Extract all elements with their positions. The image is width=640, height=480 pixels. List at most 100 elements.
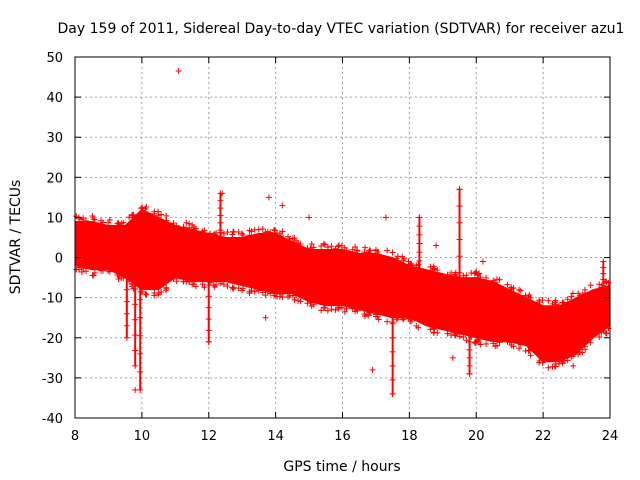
- data-point: [207, 230, 214, 237]
- data-point: [224, 229, 231, 236]
- data-point: [444, 330, 451, 337]
- data-point: [413, 262, 420, 269]
- data-point: [525, 347, 532, 354]
- data-point: [352, 243, 359, 250]
- outlier-point: [389, 390, 396, 397]
- data-point: [527, 352, 534, 359]
- spike-point: [205, 293, 212, 300]
- data-point: [285, 233, 292, 240]
- spike-point: [205, 270, 212, 277]
- data-point: [526, 347, 533, 354]
- spike-point: [456, 269, 463, 276]
- data-point: [587, 339, 594, 346]
- y-tick-label: 30: [46, 131, 63, 146]
- data-point: [251, 288, 258, 295]
- spike-point: [137, 368, 144, 375]
- spike-point: [456, 286, 463, 293]
- data-point: [552, 297, 559, 304]
- data-point: [289, 235, 296, 242]
- spike-point: [416, 231, 423, 238]
- data-point: [99, 267, 106, 274]
- data-point: [239, 230, 246, 237]
- spike-point: [600, 258, 607, 265]
- data-point: [229, 284, 236, 291]
- data-point: [408, 316, 415, 323]
- data-point: [335, 243, 342, 250]
- outlier-point: [279, 202, 286, 209]
- data-point: [536, 299, 543, 306]
- data-point: [477, 274, 484, 281]
- data-point: [297, 241, 304, 248]
- data-point: [262, 229, 269, 236]
- data-point: [278, 232, 285, 239]
- spike-point: [600, 288, 607, 295]
- data-point: [220, 281, 227, 288]
- data-point: [570, 290, 577, 297]
- data-point: [526, 292, 533, 299]
- data-point: [575, 290, 582, 297]
- data-point: [158, 288, 165, 295]
- data-point: [276, 230, 283, 237]
- data-point: [129, 212, 136, 219]
- spike-point: [205, 327, 212, 334]
- spike-point: [389, 348, 396, 355]
- data-point: [180, 278, 187, 285]
- spike-point: [205, 304, 212, 311]
- data-point: [384, 247, 391, 254]
- data-point: [230, 285, 237, 292]
- data-point: [545, 364, 552, 371]
- data-point: [401, 255, 408, 262]
- spike-point: [456, 203, 463, 210]
- spike-point: [137, 386, 144, 393]
- data-point: [229, 231, 236, 238]
- data-point: [151, 210, 158, 217]
- data-point: [291, 296, 298, 303]
- y-tick-label: 0: [55, 252, 63, 267]
- data-point: [126, 214, 133, 221]
- data-point: [527, 294, 534, 301]
- data-point: [318, 307, 325, 314]
- outlier-point: [132, 386, 139, 393]
- chart-title: Day 159 of 2011, Sidereal Day-to-day VTE…: [58, 21, 625, 37]
- data-point: [545, 297, 552, 304]
- y-tick-label: 20: [46, 171, 63, 186]
- data-point: [307, 245, 314, 252]
- data-point: [106, 216, 113, 223]
- data-point: [82, 217, 89, 224]
- spike-point: [132, 270, 139, 277]
- data-point: [560, 357, 567, 364]
- data-point: [343, 305, 350, 312]
- data-point: [434, 329, 441, 336]
- data-point: [73, 213, 80, 220]
- data-point: [496, 339, 503, 346]
- data-point: [259, 226, 266, 233]
- spike-point: [389, 320, 396, 327]
- x-tick-label: 12: [200, 429, 217, 444]
- spike-point: [389, 376, 396, 383]
- axis-ticks: [74, 56, 611, 419]
- data-point: [285, 293, 292, 300]
- spike-point: [132, 285, 139, 292]
- y-tick-label: -10: [42, 292, 63, 307]
- data-point: [324, 244, 331, 251]
- spike-point: [217, 205, 224, 212]
- data-point: [246, 288, 253, 295]
- data-point: [262, 292, 269, 299]
- spike-point: [205, 316, 212, 323]
- spike-point: [123, 334, 130, 341]
- data-point: [343, 247, 350, 254]
- spike-point: [456, 253, 463, 260]
- outlier-point: [205, 338, 212, 345]
- y-tick-label: 50: [46, 51, 63, 66]
- outlier-point: [456, 186, 463, 193]
- data-point: [201, 227, 208, 234]
- data-point: [318, 242, 325, 249]
- spike-point: [123, 286, 130, 293]
- data-point: [151, 292, 158, 299]
- data-point: [354, 248, 361, 255]
- data-point: [186, 278, 193, 285]
- data-point: [246, 227, 253, 234]
- data-point: [78, 268, 85, 275]
- spike-point: [600, 270, 607, 277]
- data-point: [451, 271, 458, 278]
